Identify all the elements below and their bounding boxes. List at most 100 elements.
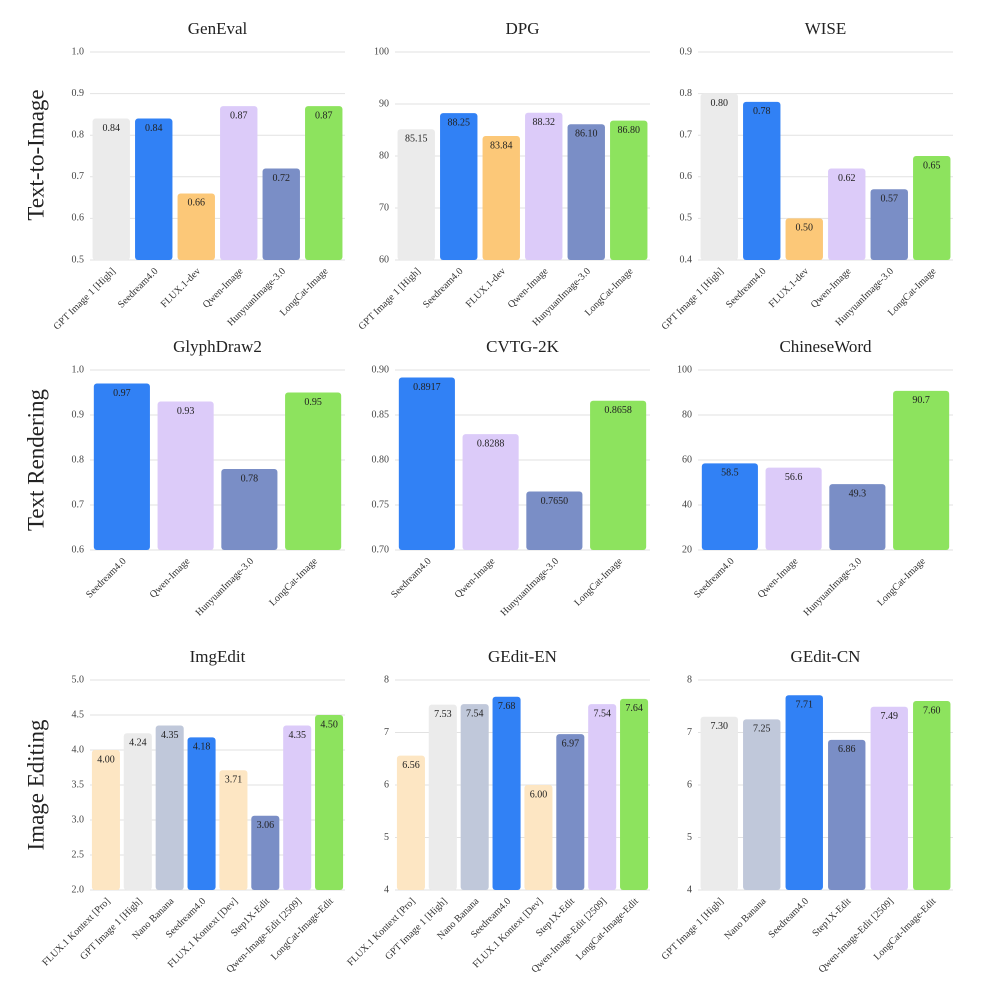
value-label: 0.65	[923, 160, 941, 171]
y-tick-label: 0.7	[680, 129, 693, 140]
value-label: 7.30	[711, 721, 729, 732]
value-label: 0.7650	[541, 496, 569, 507]
chart-title: ChineseWord	[779, 337, 872, 356]
value-label: 7.49	[881, 711, 899, 722]
x-tick-label: FLUX.1-dev	[464, 266, 508, 310]
x-tick-label: LongCat-Image	[267, 556, 320, 609]
x-tick-label: GPT Image 1 [High]	[357, 266, 423, 332]
x-tick-label: GPT Image 1 [High]	[660, 266, 726, 332]
y-tick-label: 40	[682, 499, 692, 510]
value-label: 86.80	[618, 125, 641, 136]
y-tick-label: 0.8	[72, 129, 85, 140]
bar	[556, 734, 585, 890]
row-label: Text-to-Image	[23, 89, 48, 220]
value-label: 0.8288	[477, 438, 505, 449]
y-tick-label: 1.0	[72, 364, 85, 375]
y-tick-label: 7	[687, 727, 692, 738]
x-tick-label: Step1X-Edit	[810, 896, 853, 939]
x-tick-label: Seedream4.0	[84, 556, 129, 601]
bar	[526, 491, 583, 550]
value-label: 7.64	[625, 703, 643, 714]
bar	[828, 739, 866, 890]
y-tick-label: 4	[384, 884, 389, 895]
bar	[870, 189, 908, 260]
y-tick-label: 1.0	[72, 46, 85, 57]
x-tick-label: GPT Image 1 [High]	[52, 266, 118, 332]
y-tick-label: 5.0	[72, 674, 85, 685]
row-label: Image Editing	[23, 719, 48, 850]
value-label: 6.86	[838, 744, 856, 755]
x-tick-label: Seedream4.0	[692, 556, 737, 601]
value-label: 58.5	[721, 468, 739, 479]
y-tick-label: 0.5	[680, 213, 693, 224]
bar	[610, 120, 648, 260]
bar	[893, 390, 950, 550]
x-tick-label: FLUX.1-dev	[159, 266, 203, 310]
bar	[396, 755, 425, 890]
value-label: 49.3	[849, 488, 867, 499]
bar	[588, 704, 617, 890]
chart-title: GenEval	[188, 19, 248, 38]
y-tick-label: 2.0	[72, 884, 85, 895]
y-tick-label: 0.5	[72, 254, 85, 265]
x-tick-label: HunyuanImage-3.0	[499, 556, 562, 619]
x-tick-label: Seedream4.0	[389, 556, 434, 601]
value-label: 7.25	[753, 724, 771, 735]
value-label: 88.25	[448, 117, 471, 128]
value-label: 6.56	[402, 760, 420, 771]
chart-title: DPG	[505, 19, 539, 38]
y-tick-label: 80	[682, 409, 692, 420]
x-tick-label: LongCat-Image	[875, 556, 928, 609]
bar	[913, 156, 951, 260]
x-tick-label: Seedream4.0	[421, 266, 466, 311]
value-label: 90.7	[912, 395, 930, 406]
value-label: 0.50	[796, 223, 814, 234]
bar	[524, 785, 553, 890]
value-label: 6.97	[562, 738, 580, 749]
y-tick-label: 8	[384, 674, 389, 685]
y-tick-label: 6	[687, 779, 692, 790]
y-tick-label: 60	[379, 254, 389, 265]
y-tick-label: 0.7	[72, 171, 85, 182]
y-tick-label: 80	[379, 150, 389, 161]
x-tick-label: LongCat-Image	[572, 556, 625, 609]
y-tick-label: 3.0	[72, 814, 85, 825]
x-tick-label: GPT Image 1 [High]	[660, 896, 726, 962]
bar	[187, 737, 216, 890]
bar	[829, 484, 886, 550]
value-label: 0.87	[315, 110, 333, 121]
bar	[220, 106, 258, 260]
chart-title: GlyphDraw2	[173, 337, 262, 356]
bar	[700, 716, 738, 890]
x-tick-label: Qwen-Image	[148, 556, 193, 601]
value-label: 4.00	[97, 754, 115, 765]
value-label: 0.78	[241, 473, 259, 484]
value-label: 3.71	[225, 775, 243, 786]
y-tick-label: 5	[384, 832, 389, 843]
bar	[283, 725, 312, 890]
bar	[221, 469, 278, 550]
bar	[91, 750, 120, 890]
y-tick-label: 4	[687, 884, 692, 895]
y-tick-label: 60	[682, 454, 692, 465]
y-tick-label: 70	[379, 202, 389, 213]
y-tick-label: 100	[374, 46, 389, 57]
y-tick-label: 4.0	[72, 744, 85, 755]
value-label: 0.8658	[604, 405, 632, 416]
y-tick-label: 7	[384, 727, 389, 738]
x-tick-label: Seedream4.0	[766, 896, 811, 941]
value-label: 0.72	[273, 173, 291, 184]
x-tick-label: Qwen-Image	[809, 266, 854, 311]
y-tick-label: 0.9	[72, 409, 85, 420]
y-tick-label: 0.8	[72, 454, 85, 465]
bar	[177, 193, 215, 260]
value-label: 0.97	[113, 388, 131, 399]
value-label: 0.87	[230, 110, 248, 121]
bar	[913, 701, 951, 890]
value-label: 6.00	[530, 789, 548, 800]
bar	[701, 463, 758, 550]
y-tick-label: 0.80	[372, 454, 390, 465]
bar	[785, 695, 823, 890]
value-label: 4.24	[129, 737, 147, 748]
bar	[397, 129, 435, 260]
